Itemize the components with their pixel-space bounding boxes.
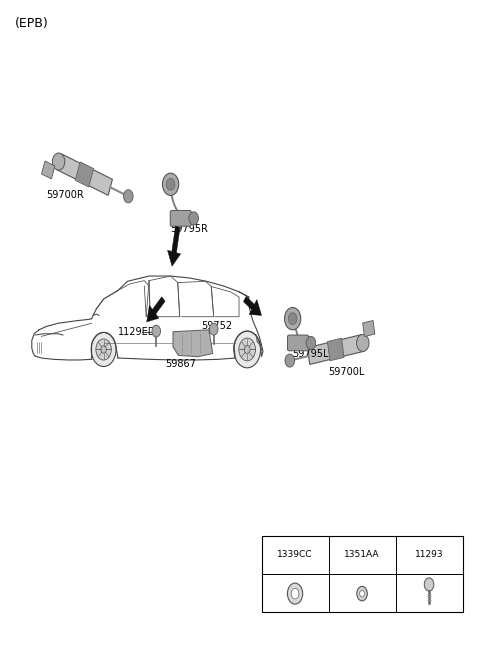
Bar — [262, 536, 463, 612]
FancyBboxPatch shape — [288, 335, 309, 351]
Polygon shape — [327, 338, 344, 361]
Text: 59867: 59867 — [165, 359, 196, 369]
Circle shape — [101, 346, 107, 353]
Circle shape — [288, 313, 297, 325]
Circle shape — [291, 589, 299, 599]
Polygon shape — [42, 161, 55, 179]
Circle shape — [239, 338, 255, 361]
Circle shape — [189, 212, 198, 225]
Circle shape — [244, 346, 250, 353]
Text: 59752: 59752 — [201, 321, 232, 331]
Polygon shape — [173, 330, 213, 357]
Circle shape — [306, 336, 316, 350]
Text: 59795R: 59795R — [170, 223, 208, 234]
Polygon shape — [75, 162, 94, 187]
Circle shape — [123, 190, 133, 203]
Circle shape — [357, 334, 369, 351]
Polygon shape — [57, 154, 112, 195]
Text: 59700L: 59700L — [328, 367, 365, 376]
Text: 11293: 11293 — [415, 550, 444, 559]
Circle shape — [234, 331, 261, 368]
Polygon shape — [308, 334, 364, 365]
Text: (EPB): (EPB) — [15, 17, 49, 30]
FancyBboxPatch shape — [170, 210, 191, 226]
Text: 1339CC: 1339CC — [277, 550, 313, 559]
Circle shape — [162, 173, 179, 195]
Text: 1351AA: 1351AA — [344, 550, 380, 559]
Circle shape — [285, 307, 301, 330]
Circle shape — [209, 323, 218, 335]
Text: 59700R: 59700R — [46, 189, 84, 200]
Circle shape — [52, 153, 65, 170]
Polygon shape — [147, 297, 165, 322]
Text: 59795L: 59795L — [292, 350, 328, 359]
Circle shape — [357, 587, 367, 601]
Polygon shape — [363, 321, 375, 336]
Circle shape — [96, 339, 111, 360]
Circle shape — [152, 325, 160, 337]
Polygon shape — [243, 296, 262, 315]
Circle shape — [360, 591, 364, 597]
Circle shape — [166, 178, 175, 190]
Circle shape — [424, 578, 434, 591]
Circle shape — [91, 332, 116, 367]
Circle shape — [285, 354, 295, 367]
Polygon shape — [168, 226, 180, 266]
Circle shape — [288, 583, 303, 604]
Text: 1129ED: 1129ED — [118, 327, 156, 338]
